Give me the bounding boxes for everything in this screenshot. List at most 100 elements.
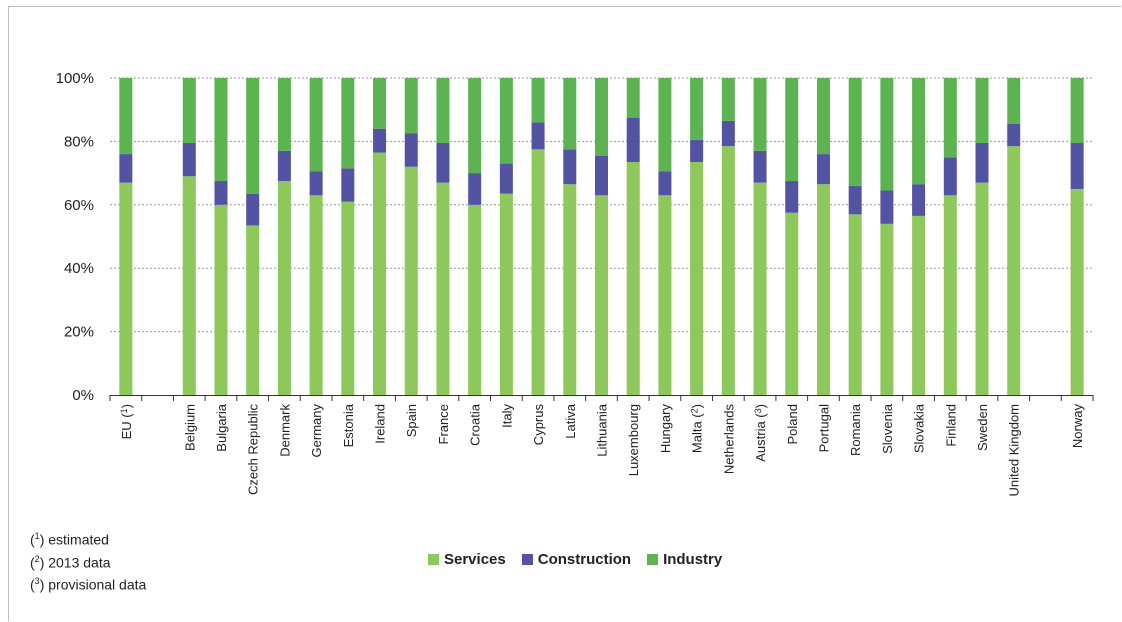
- bar-construction: [214, 181, 228, 205]
- x-tick-label: Czech Republic: [246, 404, 261, 496]
- x-tick-label: Luxembourg: [626, 404, 641, 476]
- bar-industry: [373, 78, 387, 129]
- bar-construction: [119, 154, 133, 183]
- bar-industry: [690, 78, 704, 140]
- legend-label: Services: [444, 551, 506, 568]
- bar-services: [880, 223, 894, 395]
- bar-industry: [468, 78, 482, 174]
- bar-services: [182, 176, 196, 395]
- bar-services: [785, 212, 799, 395]
- legend-item-industry: Industry: [647, 551, 722, 568]
- bar-services: [975, 182, 989, 395]
- bar-construction: [182, 142, 196, 177]
- bar-industry: [912, 78, 926, 185]
- x-tick-label: Bulgaria: [214, 403, 229, 451]
- bar-construction: [690, 139, 704, 163]
- footnote: (2) 2013 data: [30, 553, 111, 571]
- x-tick-label: Lativa: [563, 403, 578, 438]
- bar-services: [721, 146, 735, 395]
- bar-construction: [373, 128, 387, 153]
- bar-industry: [119, 78, 133, 155]
- bar-services: [595, 195, 608, 395]
- bar-construction: [816, 154, 830, 185]
- y-tick-label: 0%: [72, 387, 94, 404]
- bar-construction: [436, 142, 450, 183]
- x-tick-label: EU (1): [119, 404, 134, 439]
- x-tick-label: Hungary: [658, 404, 673, 454]
- x-tick-label: Portugal: [816, 404, 831, 453]
- bar-construction: [848, 185, 862, 215]
- bar-industry: [1007, 78, 1021, 124]
- x-tick-label: Slovakia: [912, 403, 927, 453]
- legend-swatch: [647, 554, 659, 565]
- bar-construction: [563, 149, 577, 185]
- x-tick-label: Italy: [499, 404, 514, 428]
- x-tick-label: Netherlands: [721, 404, 736, 475]
- bar-services: [214, 204, 228, 395]
- bar-industry: [182, 78, 196, 143]
- figure-frame: [8, 6, 1121, 621]
- bar-services: [531, 149, 545, 395]
- bar-industry: [880, 78, 894, 191]
- y-axis: 0% 20% 40% 60% 80% 100%: [56, 70, 94, 404]
- bar-services: [468, 204, 482, 395]
- legend-label: Industry: [663, 551, 723, 568]
- bar-industry: [309, 78, 323, 172]
- bar-industry: [1070, 78, 1084, 143]
- bar-services: [848, 214, 862, 395]
- bar-construction: [880, 190, 894, 224]
- x-tick-label: Malta (2): [690, 404, 705, 453]
- x-tick-label: Ireland: [373, 404, 388, 444]
- bar-industry: [563, 78, 577, 150]
- bar-industry: [658, 78, 672, 172]
- bar-services: [658, 195, 672, 395]
- bar-industry: [531, 78, 545, 123]
- bar-construction: [1070, 142, 1084, 189]
- bar-construction: [721, 120, 735, 147]
- x-tick-label: United Kingdom: [1007, 404, 1022, 497]
- y-tick-label: 60%: [64, 197, 94, 214]
- x-tick-label: Norway: [1070, 404, 1085, 449]
- bar-services: [912, 215, 926, 395]
- bar-construction: [785, 181, 799, 213]
- bar-construction: [404, 133, 418, 167]
- bar-industry: [816, 78, 830, 155]
- bar-industry: [341, 78, 355, 169]
- bar-services: [246, 225, 260, 395]
- bar-services: [626, 162, 640, 395]
- bar-industry: [277, 78, 291, 151]
- bar-construction: [468, 173, 482, 205]
- x-tick-label: Lithuania: [595, 403, 610, 457]
- bar-industry: [848, 78, 862, 186]
- bar-services: [309, 195, 323, 395]
- y-tick-label: 100%: [56, 70, 94, 87]
- x-tick-label: Poland: [785, 404, 800, 444]
- bar-services: [499, 193, 513, 395]
- bar-construction: [341, 168, 355, 202]
- bar-industry: [785, 78, 799, 182]
- legend: Services Construction Industry: [428, 551, 722, 568]
- x-tick-label: Slovenia: [880, 403, 895, 454]
- footnote: (3) provisional data: [30, 576, 147, 593]
- bar-construction: [595, 155, 608, 196]
- bar-services: [943, 195, 957, 395]
- bar-services: [404, 166, 418, 395]
- bar-construction: [912, 184, 926, 216]
- bar-construction: [1007, 123, 1021, 147]
- bar-services: [816, 184, 830, 395]
- bar-industry: [214, 78, 228, 182]
- bar-services: [563, 184, 577, 395]
- x-tick-label: Denmark: [277, 404, 292, 457]
- bar-industry: [404, 78, 418, 134]
- x-tick-label: Finland: [943, 404, 958, 447]
- x-tick-label: Belgium: [182, 404, 197, 451]
- bar-services: [753, 182, 767, 395]
- x-tick-label: Spain: [404, 404, 419, 437]
- bar-construction: [246, 193, 260, 226]
- bar-services: [373, 152, 387, 395]
- bar-industry: [943, 78, 957, 158]
- footnote: (1) estimated: [30, 531, 109, 548]
- x-tick-label: Germany: [309, 404, 324, 458]
- bar-construction: [277, 150, 291, 182]
- bar-construction: [309, 171, 323, 196]
